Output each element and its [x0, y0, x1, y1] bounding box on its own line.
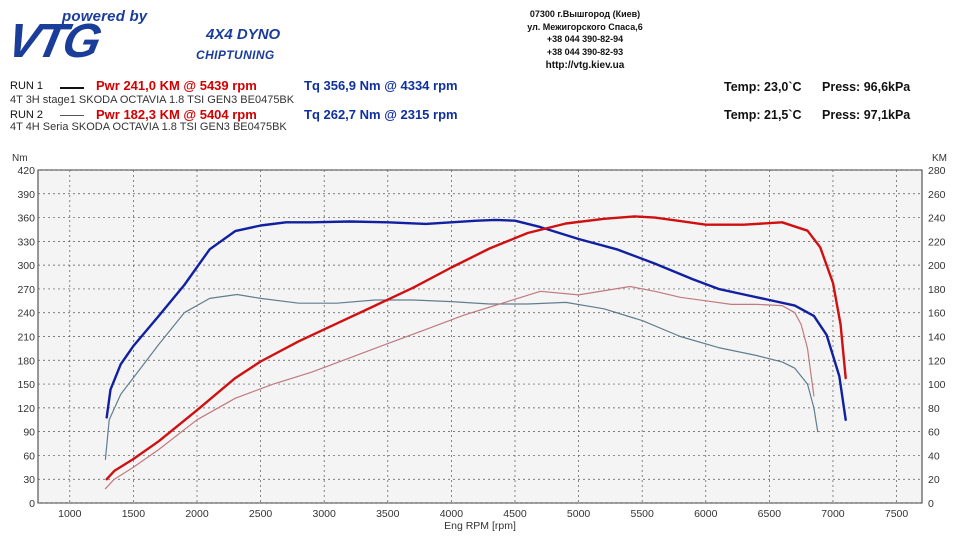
run-1-pressure: Press: 96,6kPa: [822, 80, 911, 94]
y-tick-label-right: 260: [928, 189, 946, 201]
run-1-temperature: Temp: 23,0`C: [724, 80, 802, 94]
powered-by-text: powered by: [62, 8, 148, 25]
vtg-logo: powered by VTG 4X4 DYNO CHIPTUNING: [2, 6, 308, 68]
run-2-torque-line: [104, 293, 819, 460]
run-2-power-line: [104, 285, 815, 490]
y-tick-label-left: 270: [17, 284, 35, 296]
x-tick-label: 1000: [58, 508, 82, 520]
y-tick-label-left: 180: [17, 355, 35, 367]
y-tick-label-right: 200: [928, 260, 946, 272]
y-tick-label-left: 150: [17, 379, 35, 391]
y-tick-label-right: 220: [928, 236, 946, 248]
x-tick-label: 7500: [885, 508, 909, 520]
x-tick-label: 2000: [185, 508, 209, 520]
right-axis-unit: KM: [932, 153, 947, 164]
run-2-description: 4T 4H Seria SKODA OCTAVIA 1.8 TSI GEN3 B…: [10, 121, 287, 133]
run-1-power-summary: Pwr 241,0 KM @ 5439 rpm: [96, 78, 257, 93]
y-tick-label-right: 160: [928, 308, 946, 320]
y-tick-label-right: 140: [928, 332, 946, 344]
run-1-description: 4T 3H stage1 SKODA OCTAVIA 1.8 TSI GEN3 …: [10, 94, 295, 106]
run-1-label: RUN 1: [10, 80, 44, 92]
phone-line-2: +38 044 390-82-93: [546, 46, 624, 57]
dyno-label: 4X4 DYNO: [206, 26, 281, 43]
y-tick-label-left: 60: [23, 450, 35, 462]
y-tick-label-right: 60: [928, 427, 940, 439]
y-tick-label-left: 330: [17, 236, 35, 248]
y-tick-label-left: 90: [23, 427, 35, 439]
y-tick-label-right: 120: [928, 355, 946, 367]
x-axis-title: Eng RPM [rpm]: [444, 520, 516, 532]
chiptuning-label: CHIPTUNING: [196, 48, 275, 62]
left-axis-unit: Nm: [12, 153, 28, 164]
run-1-torque-line: [105, 218, 847, 421]
run-1-line-swatch: [60, 87, 84, 89]
run-2-torque-summary: Tq 262,7 Nm @ 2315 rpm: [304, 107, 458, 122]
y-tick-label-right: 100: [928, 379, 946, 391]
x-tick-label: 5000: [567, 508, 591, 520]
report-header: powered by VTG 4X4 DYNO CHIPTUNING 07300…: [0, 0, 960, 140]
x-tick-label: 6500: [758, 508, 782, 520]
y-tick-label-left: 420: [17, 165, 35, 177]
y-tick-label-right: 0: [928, 498, 934, 510]
address-line-2: ул. Межигорского Спаса,6: [527, 21, 643, 32]
contact-block: 07300 г.Вышгород (Киев) ул. Межигорского…: [470, 8, 700, 73]
x-tick-label: 2500: [249, 508, 273, 520]
y-tick-label-left: 120: [17, 403, 35, 415]
x-tick-label: 4500: [503, 508, 527, 520]
x-axis-ticks: 1000 1500 2000 2500 3000 3500 4000 4500 5000 5500…: [58, 508, 908, 520]
right-axis-ticks: 0 20 40 60 80 100 120 140 160 180 200 220 240 260 280: [928, 165, 946, 510]
y-tick-label-right: 280: [928, 165, 946, 177]
y-tick-label-right: 240: [928, 213, 946, 225]
x-tick-label: 6000: [694, 508, 718, 520]
y-tick-label-right: 40: [928, 450, 940, 462]
y-tick-label-left: 300: [17, 260, 35, 272]
y-tick-label-left: 240: [17, 308, 35, 320]
dyno-chart: 0 30 60 90 120 150 180 210 240 270 300 330 360 390 420…: [12, 153, 947, 532]
x-tick-label: 5500: [630, 508, 654, 520]
run-2-power-summary: Pwr 182,3 KM @ 5404 rpm: [96, 107, 257, 122]
address-line-1: 07300 г.Вышгород (Киев): [529, 9, 641, 19]
x-tick-label: 7000: [821, 508, 845, 520]
run-2-pressure: Press: 97,1kPa: [822, 108, 911, 122]
left-axis-ticks: 0 30 60 90 120 150 180 210 240 270 300 330 360 390 420: [17, 165, 35, 510]
x-tick-label: 4000: [440, 508, 464, 520]
y-tick-label-left: 360: [17, 213, 35, 225]
y-tick-label-left: 390: [17, 189, 35, 201]
y-tick-label-left: 0: [29, 498, 35, 510]
y-tick-label-right: 80: [928, 403, 940, 415]
series-group: [104, 215, 847, 490]
brand-wordmark: VTG: [2, 15, 104, 68]
x-tick-label: 1500: [122, 508, 146, 520]
x-tick-label: 3000: [313, 508, 337, 520]
website-link[interactable]: http://vtg.kiev.ua: [545, 60, 625, 71]
y-tick-label-right: 180: [928, 284, 946, 296]
run-2-temperature: Temp: 21,5`C: [724, 108, 802, 122]
y-tick-label-left: 210: [17, 332, 35, 344]
y-tick-label-left: 30: [23, 474, 35, 486]
run-1-torque-summary: Tq 356,9 Nm @ 4334 rpm: [304, 78, 458, 93]
run-2-label: RUN 2: [10, 109, 44, 121]
run-1-power-line: [105, 215, 847, 481]
y-tick-label-right: 20: [928, 474, 940, 486]
run-2-line-swatch: [60, 115, 84, 116]
x-tick-label: 3500: [376, 508, 400, 520]
phone-line-1: +38 044 390-82-94: [546, 34, 624, 44]
